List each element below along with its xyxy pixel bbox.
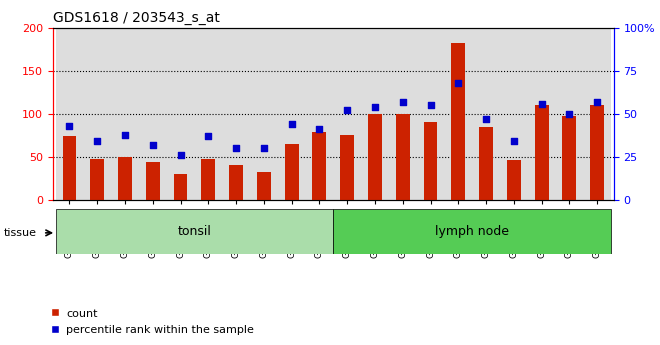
Point bbox=[370, 104, 380, 110]
Bar bbox=[500, 28, 528, 200]
Bar bbox=[562, 117, 576, 200]
Bar bbox=[250, 28, 278, 200]
Bar bbox=[118, 157, 132, 200]
Point bbox=[259, 146, 269, 151]
Text: tissue: tissue bbox=[3, 228, 36, 238]
Point bbox=[537, 101, 547, 106]
Point bbox=[564, 111, 575, 117]
Bar bbox=[222, 28, 250, 200]
Bar bbox=[583, 28, 611, 200]
Bar bbox=[333, 28, 361, 200]
Bar bbox=[528, 28, 556, 200]
Point bbox=[480, 116, 491, 122]
Bar bbox=[507, 160, 521, 200]
Point bbox=[453, 80, 463, 86]
Bar bbox=[174, 174, 187, 200]
Bar bbox=[361, 28, 389, 200]
Legend: count, percentile rank within the sample: count, percentile rank within the sample bbox=[45, 304, 259, 339]
Text: tonsil: tonsil bbox=[178, 225, 211, 238]
Point bbox=[342, 108, 352, 113]
Point bbox=[203, 134, 214, 139]
FancyBboxPatch shape bbox=[333, 209, 611, 254]
Bar bbox=[139, 28, 167, 200]
Bar bbox=[312, 132, 326, 200]
Point bbox=[509, 139, 519, 144]
Bar bbox=[424, 122, 438, 200]
Bar bbox=[55, 28, 83, 200]
Point bbox=[176, 152, 186, 158]
Point bbox=[286, 121, 297, 127]
Text: lymph node: lymph node bbox=[435, 225, 509, 238]
Bar bbox=[90, 159, 104, 200]
Bar bbox=[278, 28, 306, 200]
Text: GDS1618 / 203543_s_at: GDS1618 / 203543_s_at bbox=[53, 11, 220, 25]
Point bbox=[592, 99, 603, 105]
Bar bbox=[83, 28, 111, 200]
Bar bbox=[201, 159, 215, 200]
Point bbox=[92, 139, 102, 144]
Bar bbox=[535, 105, 548, 200]
Bar bbox=[284, 144, 298, 200]
Bar bbox=[229, 165, 243, 200]
Bar bbox=[451, 43, 465, 200]
Bar bbox=[556, 28, 583, 200]
Bar bbox=[167, 28, 195, 200]
FancyBboxPatch shape bbox=[55, 209, 333, 254]
Bar bbox=[341, 136, 354, 200]
Bar bbox=[590, 105, 604, 200]
Point bbox=[314, 127, 325, 132]
Bar bbox=[195, 28, 222, 200]
Bar bbox=[416, 28, 444, 200]
Bar bbox=[389, 28, 416, 200]
Bar bbox=[444, 28, 472, 200]
Point bbox=[119, 132, 130, 137]
Bar bbox=[63, 136, 77, 200]
Bar bbox=[472, 28, 500, 200]
Point bbox=[64, 123, 75, 129]
Bar bbox=[111, 28, 139, 200]
Point bbox=[231, 146, 242, 151]
Bar bbox=[368, 114, 382, 200]
Point bbox=[397, 99, 408, 105]
Point bbox=[425, 102, 436, 108]
Point bbox=[147, 142, 158, 148]
Bar bbox=[479, 127, 493, 200]
Bar bbox=[396, 114, 410, 200]
Bar bbox=[146, 162, 160, 200]
Bar bbox=[257, 171, 271, 200]
Bar bbox=[306, 28, 333, 200]
